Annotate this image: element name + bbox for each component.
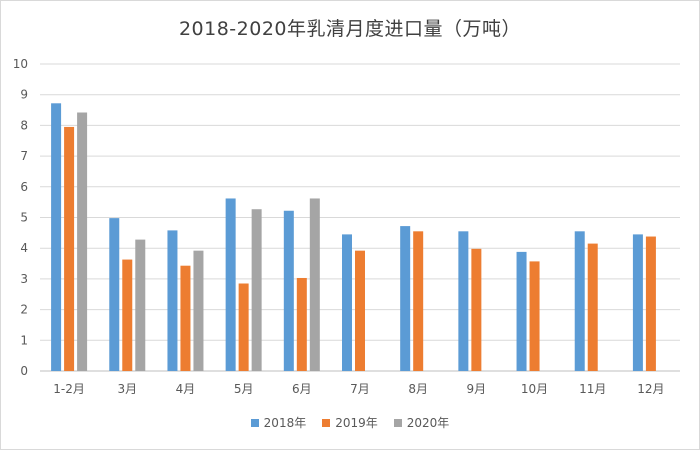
- bar: [400, 226, 411, 371]
- bar: [135, 239, 146, 371]
- x-tick-label: 6月: [292, 382, 312, 396]
- bar: [413, 231, 424, 371]
- x-tick-label: 10月: [521, 382, 548, 396]
- bar: [645, 236, 656, 371]
- legend-label: 2018年: [263, 416, 307, 430]
- chart-title: 2018-2020年乳清月度进口量（万吨）: [178, 18, 522, 40]
- y-tick-label: 7: [20, 149, 28, 163]
- x-tick-label: 4月: [176, 382, 196, 396]
- bar: [77, 112, 88, 372]
- gridlines: [40, 63, 680, 372]
- bar: [471, 248, 482, 371]
- x-tick-label: 12月: [637, 382, 664, 396]
- legend: 2018年 2019年 2020年: [0, 414, 700, 431]
- bar: [342, 234, 352, 371]
- legend-item: 2019年: [322, 414, 378, 431]
- legend-label: 2019年: [335, 416, 378, 430]
- y-axis-ticks: 0 1 2 3 4 5 6 7 8 9 10: [13, 57, 28, 378]
- bar: [180, 265, 191, 371]
- x-tick-label: 9月: [467, 382, 487, 396]
- bar: [193, 250, 204, 371]
- bar: [283, 210, 294, 371]
- y-tick-label: 10: [13, 57, 28, 71]
- bar: [64, 126, 75, 371]
- bar: [309, 198, 320, 371]
- y-tick-label: 1: [20, 333, 28, 347]
- y-tick-label: 0: [20, 364, 28, 378]
- bar: [238, 283, 249, 371]
- bar: [355, 250, 365, 371]
- bar: [167, 230, 178, 371]
- y-tick-label: 3: [20, 272, 28, 286]
- y-tick-label: 5: [20, 211, 28, 225]
- bar: [251, 209, 262, 371]
- x-axis-ticks: 1-2月 3月 4月 5月 6月 7月 8月 9月 10月 11月 12月: [53, 382, 664, 396]
- bar: [632, 234, 643, 371]
- y-tick-label: 9: [20, 88, 28, 102]
- bars: [51, 103, 656, 372]
- y-tick-label: 6: [20, 180, 28, 194]
- legend-label: 2020年: [406, 416, 450, 430]
- legend-item: 2018年: [250, 414, 307, 431]
- x-tick-label: 11月: [579, 382, 606, 396]
- legend-swatch: [250, 419, 259, 427]
- bar: [529, 261, 540, 371]
- y-tick-label: 8: [20, 118, 28, 132]
- bar: [122, 259, 133, 371]
- legend-swatch: [393, 419, 402, 427]
- x-tick-label: 3月: [117, 382, 137, 396]
- y-tick-label: 4: [20, 241, 28, 255]
- x-tick-label: 8月: [408, 382, 428, 396]
- bar: [587, 243, 598, 371]
- bar: [225, 198, 236, 371]
- bar: [574, 231, 585, 371]
- bar: [296, 277, 307, 371]
- bar: [109, 218, 120, 371]
- bar: [516, 251, 527, 371]
- legend-item: 2020年: [393, 414, 450, 431]
- x-tick-label: 5月: [234, 382, 254, 396]
- x-tick-label: 1-2月: [53, 382, 85, 396]
- x-tick-label: 7月: [350, 382, 370, 396]
- bar: [51, 103, 62, 372]
- legend-swatch: [322, 419, 331, 427]
- y-tick-label: 2: [20, 303, 28, 317]
- bar: [458, 231, 469, 371]
